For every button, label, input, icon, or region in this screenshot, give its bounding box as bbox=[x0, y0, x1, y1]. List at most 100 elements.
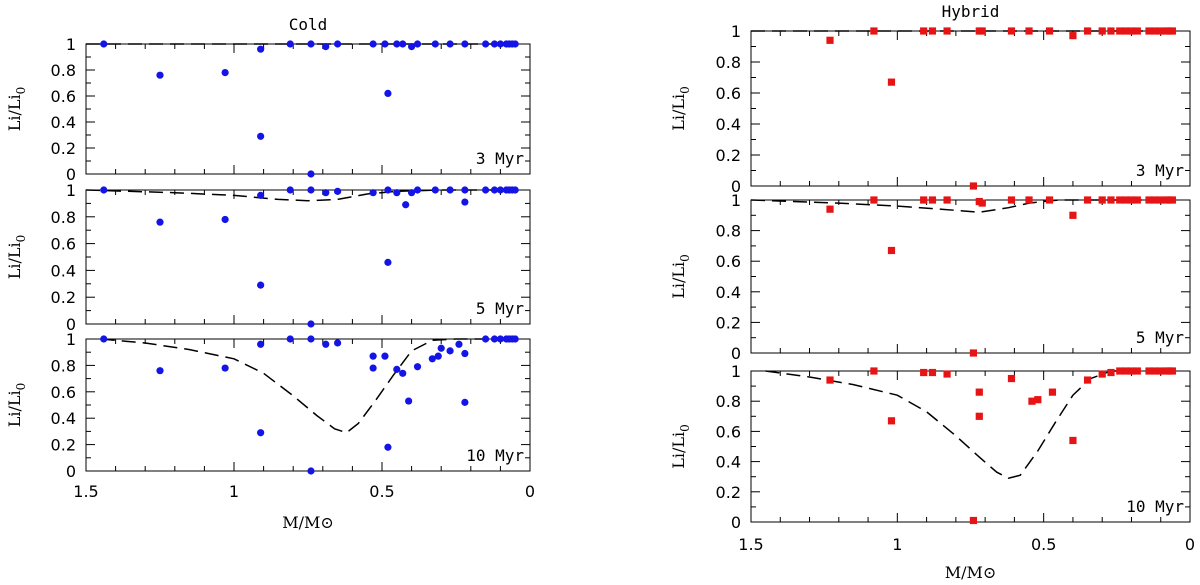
data-point bbox=[413, 363, 422, 371]
data-point bbox=[943, 370, 951, 378]
data-point bbox=[1116, 367, 1124, 375]
data-point bbox=[1151, 367, 1159, 375]
data-point bbox=[1007, 196, 1016, 204]
data-point bbox=[490, 335, 499, 343]
y-tick-label: 0.8 bbox=[51, 356, 76, 375]
data-point bbox=[1127, 27, 1136, 35]
data-point bbox=[221, 364, 229, 372]
data-point bbox=[413, 40, 422, 48]
data-point bbox=[384, 443, 392, 451]
data-point bbox=[100, 40, 108, 48]
data-point bbox=[496, 40, 504, 48]
y-tick-label: 1 bbox=[66, 181, 76, 200]
data-point bbox=[1007, 374, 1016, 383]
data-point bbox=[455, 340, 463, 348]
y-tick-label: 1 bbox=[731, 191, 741, 210]
data-point bbox=[1107, 368, 1115, 377]
data-point bbox=[461, 186, 469, 194]
y-tick-label: 0.8 bbox=[51, 61, 76, 80]
y-tick-label: 0.4 bbox=[716, 453, 741, 472]
y-tick-label: 0.2 bbox=[716, 146, 741, 165]
data-point bbox=[1025, 196, 1033, 204]
data-point bbox=[1122, 196, 1130, 204]
panel-cold-0: 0 0.2 0.4 0.6 0.8 1 Li/Li0 3 Myr bbox=[5, 35, 531, 184]
data-point bbox=[156, 218, 164, 226]
data-point bbox=[1069, 436, 1077, 445]
panel-frame bbox=[85, 189, 531, 325]
data-point bbox=[257, 45, 265, 53]
y-tick-label: 1 bbox=[731, 22, 741, 41]
data-point bbox=[408, 43, 416, 51]
y-tick-label: 0 bbox=[66, 462, 76, 481]
model-curve bbox=[100, 338, 516, 434]
x-axis-title: M/M⊙ bbox=[945, 563, 997, 582]
data-point bbox=[1157, 196, 1165, 204]
data-point bbox=[826, 376, 834, 384]
data-point bbox=[156, 367, 164, 375]
panel-age-label: 3 Myr bbox=[1136, 161, 1185, 180]
y-axis-title: Li/Li0 bbox=[669, 424, 692, 469]
y-tick-label: 1 bbox=[731, 362, 741, 381]
x-tick-label: 0 bbox=[1185, 535, 1195, 554]
data-point bbox=[446, 40, 454, 48]
data-point bbox=[1122, 27, 1130, 35]
data-point bbox=[482, 335, 490, 343]
data-point bbox=[870, 367, 878, 375]
data-point bbox=[322, 43, 330, 51]
data-point bbox=[307, 170, 315, 178]
data-point bbox=[1157, 27, 1165, 35]
data-point bbox=[100, 186, 108, 194]
data-point bbox=[1028, 397, 1036, 405]
model-curve bbox=[765, 370, 1176, 479]
data-point bbox=[434, 352, 442, 360]
data-point bbox=[969, 516, 978, 525]
data-point bbox=[1116, 196, 1124, 204]
x-axis-title: M/M⊙ bbox=[282, 513, 334, 532]
data-point bbox=[286, 40, 294, 48]
y-tick-label: 0.2 bbox=[716, 483, 741, 502]
data-point bbox=[1083, 27, 1092, 35]
data-point bbox=[943, 27, 951, 35]
data-point bbox=[446, 347, 454, 355]
data-point bbox=[322, 189, 330, 197]
data-point bbox=[920, 368, 928, 377]
y-tick-label: 0.4 bbox=[51, 409, 76, 428]
data-point bbox=[978, 27, 986, 35]
data-point bbox=[257, 191, 265, 199]
x-tick-label: 0.5 bbox=[369, 482, 394, 501]
data-point bbox=[307, 467, 315, 475]
data-point bbox=[928, 368, 937, 377]
y-tick-label: 0.8 bbox=[716, 222, 741, 241]
data-point bbox=[369, 189, 377, 197]
data-point bbox=[826, 205, 834, 213]
data-point bbox=[1007, 27, 1016, 35]
panel-group-title: Cold bbox=[289, 15, 328, 34]
data-point bbox=[1151, 196, 1159, 204]
data-point bbox=[431, 40, 439, 48]
data-point bbox=[334, 40, 342, 48]
panel-age-label: 3 Myr bbox=[476, 149, 525, 168]
data-point bbox=[156, 71, 164, 79]
data-point bbox=[334, 187, 342, 195]
data-point bbox=[384, 186, 392, 194]
y-tick-label: 0.6 bbox=[51, 235, 76, 254]
y-tick-label: 0 bbox=[66, 165, 76, 184]
data-point bbox=[511, 335, 519, 343]
data-point bbox=[307, 335, 315, 343]
data-point bbox=[461, 40, 469, 48]
data-point bbox=[975, 388, 983, 396]
data-point bbox=[437, 344, 445, 352]
data-point bbox=[1116, 27, 1124, 35]
y-tick-label: 0.6 bbox=[716, 84, 741, 103]
data-point bbox=[381, 40, 389, 48]
data-point bbox=[1157, 367, 1165, 375]
data-point bbox=[870, 196, 878, 204]
data-point bbox=[461, 398, 469, 406]
data-point bbox=[286, 186, 294, 194]
panel-frame bbox=[750, 30, 1191, 187]
data-point bbox=[393, 365, 401, 373]
data-point bbox=[1127, 367, 1136, 375]
data-point bbox=[402, 201, 410, 209]
data-point bbox=[1107, 27, 1115, 35]
